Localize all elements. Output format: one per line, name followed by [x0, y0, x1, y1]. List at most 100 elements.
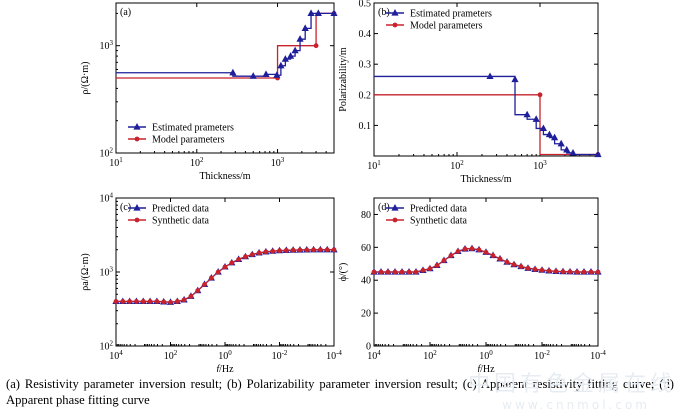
data-point — [229, 68, 237, 76]
synthetic-point — [290, 247, 296, 253]
synthetic-point — [195, 288, 201, 294]
legend-marker — [391, 204, 399, 211]
synthetic-point — [120, 299, 126, 304]
plot-frame — [115, 197, 335, 347]
synthetic-point — [525, 265, 531, 271]
x-tick-label: 10-2 — [272, 349, 288, 362]
synthetic-point — [154, 299, 160, 304]
data-point — [539, 124, 548, 132]
legend-label: Estimated prameters — [152, 123, 234, 134]
x-tick-label: 103 — [271, 156, 285, 169]
legend-label: Model parameters — [410, 21, 483, 32]
data-point — [273, 71, 281, 78]
x-tick-label: 100 — [479, 349, 493, 362]
synthetic-point — [304, 247, 310, 253]
data-point — [523, 110, 531, 118]
y-tick-label: 0.4 — [359, 29, 372, 40]
synthetic-point — [385, 269, 391, 275]
synthetic-point — [567, 269, 573, 275]
synthetic-point — [140, 299, 146, 304]
data-point — [296, 35, 304, 42]
panel-label: (b) — [378, 7, 390, 18]
synthetic-point — [222, 264, 228, 270]
x-axis-label: Thickness/m — [199, 171, 250, 182]
legend-label: Synthetic data — [152, 216, 209, 227]
synthetic-point — [462, 246, 468, 252]
synthetic-point — [546, 268, 552, 274]
series-line — [374, 94, 598, 156]
y-tick-label: 20 — [361, 309, 371, 320]
synthetic-point — [147, 299, 153, 304]
synthetic-point — [483, 249, 489, 255]
series-line — [374, 75, 598, 156]
data-point — [551, 133, 559, 141]
data-point — [301, 24, 309, 31]
synthetic-point — [168, 299, 173, 305]
synthetic-point — [236, 257, 242, 262]
legend-label: Estimated prameters — [410, 9, 492, 20]
series-line — [116, 12, 334, 79]
synthetic-point — [588, 269, 594, 275]
legend-marker — [392, 217, 398, 223]
x-tick-label: 101 — [367, 159, 381, 172]
data-point — [330, 9, 338, 16]
x-tick-label: 10-4 — [326, 349, 342, 362]
synthetic-point — [392, 269, 398, 275]
synthetic-point — [127, 299, 133, 304]
y-axis-label: ρ/(Ω·m) — [80, 62, 91, 95]
synthetic-point — [441, 258, 447, 263]
synthetic-point — [420, 267, 426, 273]
synthetic-point — [181, 297, 187, 303]
y-tick-label: 104 — [100, 192, 114, 205]
data-point — [486, 72, 494, 80]
panel-label: (a) — [120, 7, 131, 18]
x-tick-label: 100 — [218, 349, 232, 362]
synthetic-point — [174, 299, 180, 304]
legend-marker — [134, 136, 140, 142]
legend-label: Synthetic data — [410, 216, 467, 227]
x-axis-label: f/Hz — [477, 364, 495, 372]
x-tick-label: 104 — [367, 349, 381, 362]
synthetic-point — [595, 269, 601, 275]
synthetic-point — [532, 266, 538, 272]
synthetic-point — [574, 269, 580, 275]
data-point — [291, 46, 299, 54]
synthetic-point — [324, 247, 330, 253]
x-tick-label: 10-2 — [534, 349, 550, 362]
synthetic-line — [116, 249, 334, 303]
panel-a: 101 102 103102103(a)Thickness/mρ/(Ω·m)Esti… — [80, 2, 338, 182]
legend-label: Model parameters — [152, 135, 225, 146]
synthetic-point — [504, 259, 510, 265]
synthetic-point — [256, 250, 262, 256]
data-point — [594, 150, 602, 158]
panel-label: (c) — [120, 202, 131, 213]
synthetic-point — [539, 267, 545, 273]
x-tick-label: 102 — [190, 156, 204, 169]
synthetic-point — [490, 253, 496, 258]
synthetic-point — [331, 247, 337, 253]
synthetic-point — [297, 247, 303, 253]
synthetic-point — [581, 269, 587, 275]
legend-marker — [392, 22, 398, 28]
synthetic-point — [277, 248, 282, 254]
y-tick-label: 102 — [100, 147, 114, 160]
data-point — [286, 52, 295, 59]
y-tick-label: 0.5 — [359, 0, 372, 10]
synthetic-point — [188, 293, 194, 299]
y-tick-label: 0.2 — [359, 90, 372, 101]
y-tick-label: 60 — [361, 243, 371, 254]
synthetic-point — [113, 299, 119, 304]
data-point — [569, 148, 577, 156]
synthetic-point — [413, 269, 419, 275]
data-point — [545, 130, 554, 138]
data-point — [307, 9, 315, 16]
y-axis-label: ρa/(Ω·m) — [80, 253, 91, 290]
panel-b: 101 102 103 0.1 0.2 0.3 0.4 0.5 (b) Thickness/m Po… — [338, 0, 602, 185]
legend-marker — [134, 217, 140, 223]
data-point — [557, 139, 565, 147]
synthetic-point — [378, 269, 384, 275]
series-line — [116, 12, 334, 77]
legend-label: Predicted data — [410, 204, 467, 215]
synthetic-point — [511, 262, 517, 267]
figure-caption: (a) Resistivity parameter inversion resu… — [6, 377, 674, 407]
